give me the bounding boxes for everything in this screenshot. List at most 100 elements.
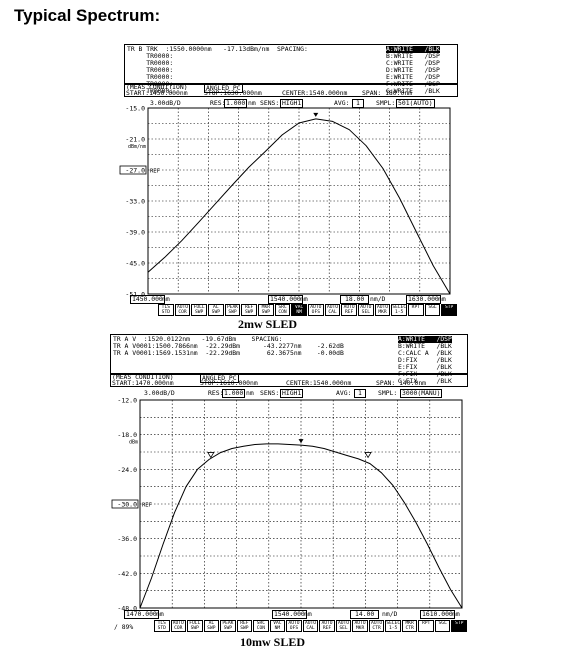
- stop-readout: STOP:1610.000nm: [200, 379, 258, 387]
- softkey-button[interactable]: FULL SWP: [191, 304, 207, 316]
- softkey-button[interactable]: AUTO CAL: [324, 304, 341, 316]
- softkey-button[interactable]: VAC NM: [269, 620, 286, 632]
- bottom-left-unit: nm: [162, 295, 170, 303]
- y-tick-label: -21.0: [125, 136, 145, 144]
- ref-suffix: REF: [150, 169, 160, 175]
- y-tick-label: -42.0: [117, 570, 137, 578]
- softkey-button[interactable]: SRC CON: [274, 304, 291, 316]
- avg-value[interactable]: 1: [354, 389, 366, 398]
- softkey-button[interactable]: REF SWP: [236, 620, 253, 632]
- sens-label: SENS:: [260, 389, 280, 397]
- spectrum-chart-10mw: -12.0 -18.0 -24.0 -30.0 REF -36.0 -42.0 -48.0 dB…: [111, 397, 463, 613]
- softkey-button[interactable]: SGL: [424, 304, 441, 316]
- header-line: TR0000:: [127, 66, 174, 74]
- res-value[interactable]: 1.000: [222, 389, 246, 398]
- softkey-button[interactable]: REF SWP: [241, 304, 257, 316]
- softkey-button[interactable]: AL SWP: [208, 304, 224, 316]
- header-line: TR0000:: [127, 59, 174, 67]
- scale-label: 3.00dB/D: [150, 99, 181, 107]
- res-unit: nm: [248, 99, 256, 107]
- softkey-button[interactable]: AUTO MKR: [374, 304, 391, 316]
- scale-label: 3.00dB/D: [144, 389, 175, 397]
- bottom-center-unit: nm: [304, 610, 312, 618]
- spectrum-trace: [139, 443, 463, 609]
- res-label: RES:: [208, 389, 224, 397]
- y-tick-label: -51.0: [125, 291, 145, 299]
- softkey-button[interactable]: AUTO CAL: [302, 620, 319, 632]
- softkey-button[interactable]: STP: [441, 304, 457, 316]
- avg-label: AVG:: [336, 389, 352, 397]
- softkey-button[interactable]: STP: [451, 620, 467, 632]
- softkey-button[interactable]: AL SWP: [203, 620, 220, 632]
- softkey-button[interactable]: AUTO REF: [341, 304, 357, 316]
- trace-entry: E:FIX /BLK: [398, 363, 452, 371]
- bottom-right-unit: nm: [452, 610, 460, 618]
- spectrum-panel-10mw: TR A V :1520.0122nm -19.67dBm SPACING: TR…: [110, 334, 468, 634]
- trace-entry: G:FIX /BLK: [398, 377, 452, 385]
- softkey-button[interactable]: SGL: [434, 620, 451, 632]
- softkey-button[interactable]: MKR CTR: [401, 620, 418, 632]
- y-tick-label: -15.0: [125, 105, 145, 113]
- ref-level-label: -30.0: [117, 501, 137, 509]
- softkey-button[interactable]: AUTO COR: [170, 620, 187, 632]
- softkey-row: TLS STD AUTO COR FULL SWP AL SWP PEAK SWP REF…: [158, 304, 458, 316]
- trace-entry: D:FIX /BLK: [398, 356, 452, 364]
- ref-suffix: REF: [142, 503, 152, 509]
- y-unit-label: dBm/nm: [128, 144, 146, 150]
- header-box: [124, 44, 458, 84]
- softkey-button[interactable]: AUTO CTR: [368, 620, 385, 632]
- softkey-button[interactable]: AUTO SEL: [358, 304, 374, 316]
- page-title: Typical Spectrum:: [14, 6, 161, 25]
- softkey-button[interactable]: RPT: [418, 620, 434, 632]
- avg-label: AVG:: [334, 99, 350, 107]
- angled-pc-badge: ANGLED PC: [204, 84, 243, 93]
- softkey-button[interactable]: AUTO REF: [319, 620, 335, 632]
- softkey-button[interactable]: MKR SWP: [258, 304, 274, 316]
- softkey-button[interactable]: AUTO COR: [174, 304, 191, 316]
- ref-level-label: -27.0: [125, 167, 145, 175]
- trace-entry: A:WRITE /BLK: [386, 45, 440, 53]
- bottom-div-value: 18.00: [340, 295, 370, 304]
- delta-marker: [207, 452, 215, 459]
- header-line: TR A V :1520.0122nm -19.67dBm SPACING:: [113, 335, 283, 343]
- softkey-button[interactable]: SRC CON: [253, 620, 269, 632]
- span-readout: SPAN: 140.0nm: [376, 379, 427, 387]
- ref-level-box: [111, 499, 139, 509]
- softkey-button[interactable]: AUTO SEL: [335, 620, 352, 632]
- span-readout: SPAN: 180.0nm: [362, 89, 413, 97]
- smpl-value[interactable]: 3000(MANU): [400, 389, 443, 398]
- meas-box: [124, 84, 458, 97]
- sens-value[interactable]: HIGH1: [280, 389, 304, 398]
- softkey-button[interactable]: RPT: [408, 304, 424, 316]
- softkey-button[interactable]: VAC NM: [291, 304, 307, 316]
- softkey-button[interactable]: AUTO MKR: [352, 620, 368, 632]
- softkey-button[interactable]: PEAK SWP: [224, 304, 241, 316]
- trace-entry: B:WRITE /DSP: [386, 52, 440, 60]
- softkey-button[interactable]: FULL SWP: [187, 620, 203, 632]
- bottom-right-unit: nm: [438, 295, 446, 303]
- angled-pc-badge: ANGLED PC: [200, 374, 239, 383]
- meas-box: [110, 374, 468, 387]
- bottom-left-value: 1450.000: [130, 295, 165, 304]
- header-line: TR0000:: [127, 73, 174, 81]
- softkey-button[interactable]: AUTO OFS: [286, 620, 302, 632]
- bottom-center-value: 1540.000: [272, 610, 307, 619]
- softkey-button[interactable]: PEAK SWP: [220, 620, 236, 632]
- spectrum-panel-2mw: TR B TRK :1550.0000nm -17.13dBm/nm SPACI…: [118, 44, 458, 334]
- softkey-button[interactable]: TLS STD: [158, 304, 174, 316]
- start-readout: START:1450.000nm: [126, 89, 188, 97]
- softkey-button[interactable]: SELECT 1-5: [391, 304, 407, 316]
- meas-condition: (MEAS CONDITION): [126, 83, 188, 91]
- trace-entry: E:WRITE /DSP: [386, 73, 440, 81]
- softkey-row: TLS STD AUTO COR FULL SWP AL SWP PEAK SWP REF…: [154, 620, 468, 632]
- softkey-button[interactable]: AUTO OFS: [308, 304, 324, 316]
- footer-note: / 89%: [114, 623, 134, 631]
- softkey-button[interactable]: TLS STD: [154, 620, 170, 632]
- center-readout: CENTER:1540.000nm: [282, 89, 348, 97]
- bottom-right-value: 1610.000: [420, 610, 455, 619]
- y-tick-label: -24.0: [117, 466, 137, 474]
- bottom-right-value: 1630.000: [406, 295, 441, 304]
- caption-2mw: 2mw SLED: [238, 317, 298, 331]
- smpl-label: SMPL:: [376, 99, 396, 107]
- softkey-button[interactable]: SELECT 1-5: [385, 620, 401, 632]
